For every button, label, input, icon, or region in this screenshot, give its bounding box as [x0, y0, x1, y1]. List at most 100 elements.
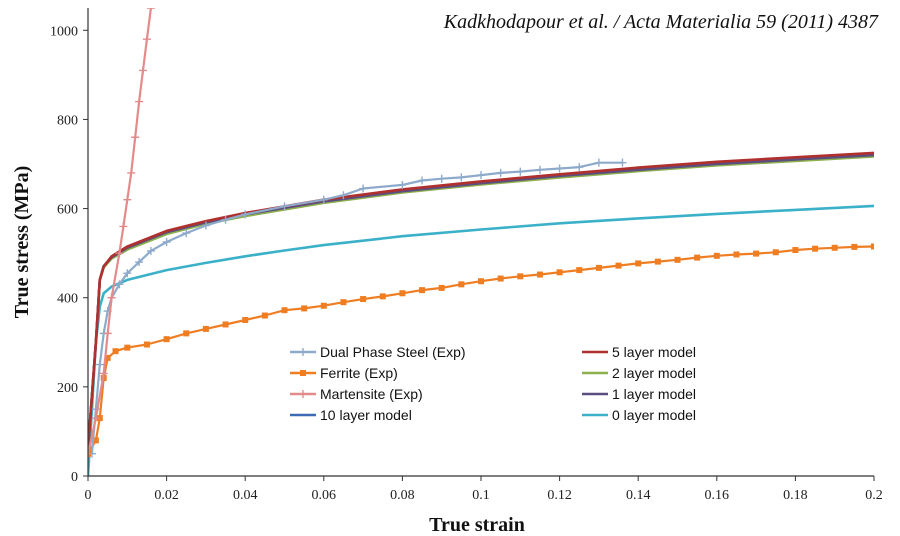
- data-point: [115, 249, 124, 258]
- series-line-0-layer-model: [88, 204, 874, 476]
- x-axis-title: True strain: [429, 514, 525, 536]
- data-point: [320, 302, 327, 309]
- legend-label: 5 layer model: [612, 344, 696, 360]
- data-point: [535, 165, 544, 174]
- legend-label: 0 layer model: [612, 407, 696, 423]
- data-point: [146, 8, 155, 12]
- series-2-layer-model: [88, 155, 874, 450]
- data-point: [851, 243, 858, 250]
- series-ferrite-exp: [88, 243, 874, 457]
- legend-marker: [299, 348, 307, 356]
- series-line-5-layer-model: [88, 151, 874, 450]
- x-tick-label: 0.16: [705, 488, 730, 503]
- x-tick-label: 0.12: [547, 488, 572, 503]
- x-tick-label: 0.14: [626, 488, 651, 503]
- series-line-2-layer-model: [88, 155, 874, 450]
- axes: [87, 8, 874, 477]
- data-point: [438, 284, 445, 291]
- data-point: [123, 195, 132, 204]
- data-point: [478, 278, 484, 285]
- data-point: [379, 293, 386, 300]
- data-point: [123, 269, 132, 278]
- legend-item-2-layer-model: 2 layer model: [582, 365, 696, 381]
- citation: Kadkhodapour et al. / Acta Materialia 59…: [443, 11, 879, 33]
- data-point: [135, 258, 144, 267]
- data-point: [594, 158, 603, 167]
- legend-marker: [299, 390, 307, 398]
- y-tick-label: 0: [71, 470, 78, 485]
- legend-marker: [300, 370, 306, 376]
- data-point: [437, 174, 446, 183]
- data-point: [674, 256, 681, 263]
- data-point: [99, 369, 108, 378]
- x-tick-label: 0.02: [154, 488, 179, 503]
- data-point: [654, 258, 661, 265]
- ticks: 0 0.02 0.04 0.06 0.08 0.1 0.12 0.14 0.16 0.18 0.2 0…: [50, 24, 883, 503]
- y-tick-label: 1000: [50, 24, 78, 39]
- data-point: [792, 247, 799, 254]
- data-point: [618, 158, 627, 167]
- data-point: [95, 360, 104, 369]
- data-point: [418, 176, 427, 185]
- series-0-layer-model: [88, 204, 874, 476]
- data-point: [733, 251, 740, 258]
- data-point: [242, 317, 249, 323]
- legend-item-dual-phase-steel-exp: Dual Phase Steel (Exp): [290, 344, 466, 360]
- data-point: [241, 210, 250, 219]
- data-point: [575, 163, 584, 172]
- legend-label: 10 layer model: [320, 407, 412, 423]
- plot-layer: [88, 8, 874, 476]
- data-point: [162, 238, 171, 246]
- data-point: [694, 254, 701, 261]
- data-point: [419, 287, 426, 294]
- data-point: [595, 264, 602, 271]
- x-tick-label: 0.06: [312, 488, 337, 503]
- series-line-1-layer-model: [88, 153, 874, 450]
- data-point: [713, 252, 720, 259]
- data-point: [555, 164, 564, 173]
- data-point: [871, 243, 874, 250]
- data-point: [457, 173, 466, 182]
- data-point: [104, 354, 111, 361]
- data-point: [360, 296, 367, 303]
- series-martensite-exp: [88, 8, 155, 458]
- legend-label: Dual Phase Steel (Exp): [320, 344, 466, 360]
- data-point: [131, 133, 140, 142]
- legend-item-10-layer-model: 10 layer model: [290, 407, 412, 423]
- data-point: [182, 229, 191, 238]
- legend-label: 1 layer model: [612, 386, 696, 402]
- data-point: [135, 97, 144, 106]
- data-point: [340, 299, 347, 306]
- data-point: [92, 437, 99, 444]
- data-point: [142, 35, 151, 44]
- data-point: [359, 184, 368, 193]
- legend: Dual Phase Steel (Exp) Ferrite (Exp) Marte…: [290, 344, 696, 423]
- series-line-ferrite-exp: [88, 245, 874, 455]
- data-point: [477, 171, 485, 180]
- data-point: [517, 273, 524, 280]
- y-tick-label: 600: [57, 203, 78, 218]
- data-point: [556, 269, 563, 276]
- series-line-10-layer-model: [88, 154, 874, 450]
- x-tick-label: 0.2: [865, 488, 883, 503]
- y-tick-label: 400: [57, 292, 78, 307]
- legend-item-1-layer-model: 1 layer model: [582, 386, 696, 402]
- data-point: [497, 275, 504, 282]
- data-point: [398, 180, 407, 189]
- data-point: [119, 222, 128, 231]
- legend-item-martensite-exp: Martensite (Exp): [290, 386, 423, 402]
- legend-item-ferrite-exp: Ferrite (Exp): [290, 365, 398, 381]
- data-point: [615, 262, 622, 269]
- data-point: [146, 246, 155, 255]
- data-point: [812, 245, 819, 252]
- x-tick-label: 0.08: [390, 488, 415, 503]
- legend-label: 2 layer model: [612, 365, 696, 381]
- data-point: [772, 249, 779, 256]
- data-point: [301, 305, 308, 312]
- x-tick-label: 0.18: [783, 488, 808, 503]
- data-point: [339, 191, 348, 200]
- data-point: [91, 414, 100, 423]
- legend-item-5-layer-model: 5 layer model: [582, 344, 696, 360]
- data-point: [222, 321, 229, 328]
